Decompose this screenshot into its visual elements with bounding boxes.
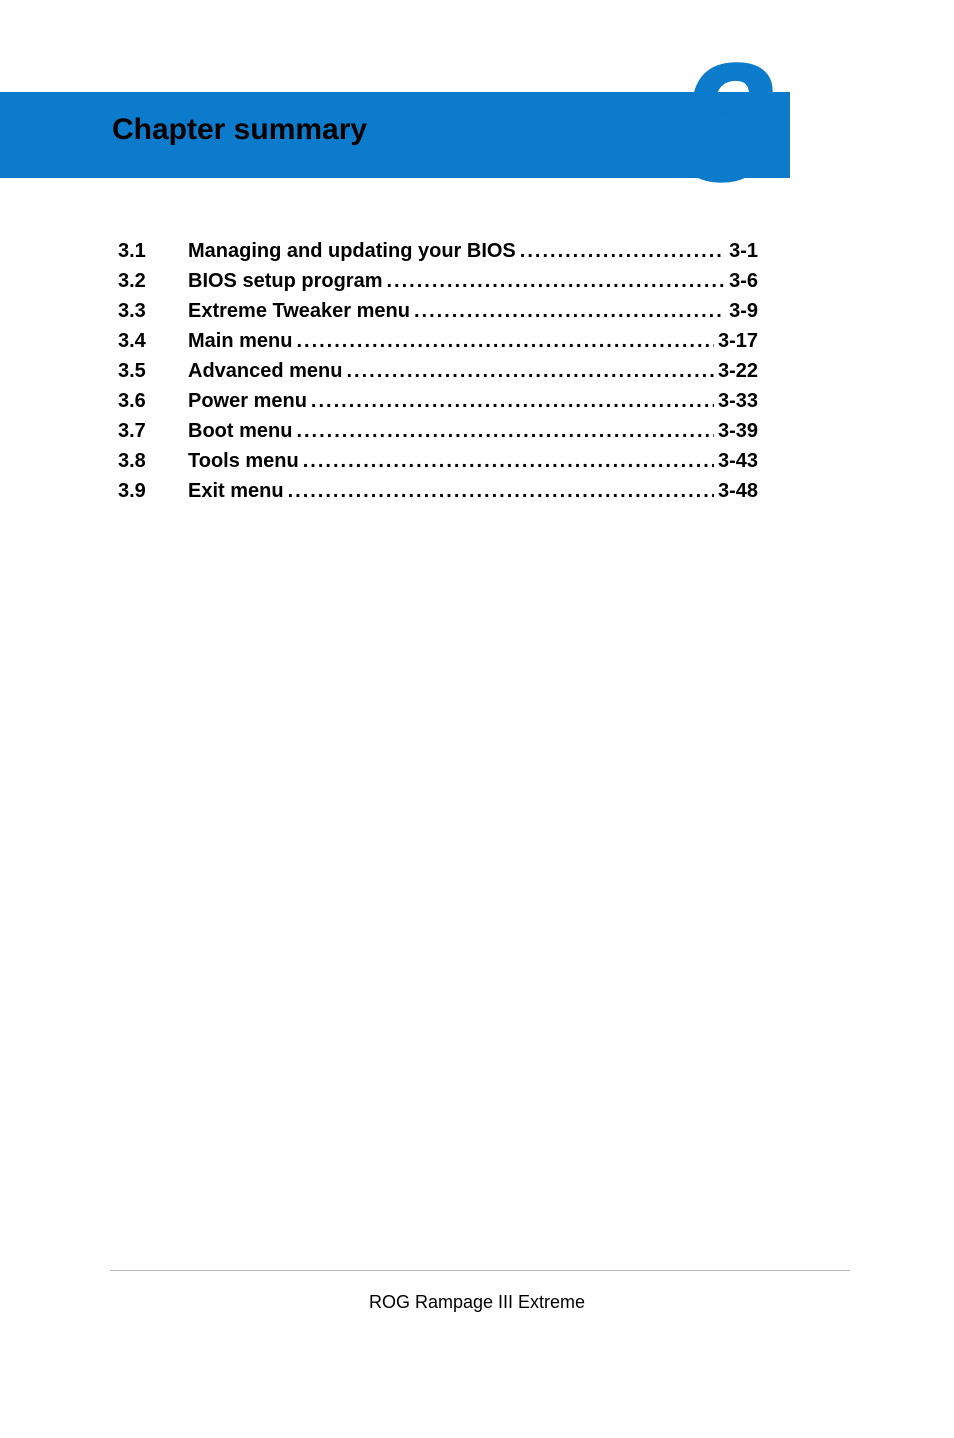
toc-entry-page: 3-6 — [725, 270, 758, 293]
toc-entry-title: Advanced menu — [188, 360, 346, 383]
toc-entry-number: 3.4 — [118, 330, 188, 353]
toc-entry-title: Managing and updating your BIOS — [188, 240, 520, 263]
toc-entry-number: 3.9 — [118, 480, 188, 503]
toc-entry: 3.2 BIOS setup program 3-6 — [118, 270, 758, 293]
toc-entry-title: BIOS setup program — [188, 270, 386, 293]
toc-dot-leader — [520, 240, 725, 263]
toc-entry-number: 3.6 — [118, 390, 188, 413]
toc-entry: 3.9 Exit menu 3-48 — [118, 480, 758, 503]
toc-entry-number: 3.7 — [118, 420, 188, 443]
chapter-number: 3 — [680, 38, 775, 208]
document-page: 3 Chapter summary 3.1 Managing and updat… — [0, 0, 954, 1438]
footer-text: ROG Rampage III Extreme — [0, 1292, 954, 1313]
toc-entry-page: 3-39 — [714, 420, 758, 443]
toc-entry-title: Boot menu — [188, 420, 296, 443]
toc-entry: 3.5 Advanced menu 3-22 — [118, 360, 758, 383]
toc-entry-page: 3-43 — [714, 450, 758, 473]
toc-entry: 3.1 Managing and updating your BIOS 3-1 — [118, 240, 758, 263]
toc-dot-leader — [303, 450, 714, 473]
toc-entry-title: Exit menu — [188, 480, 288, 503]
toc-entry-title: Main menu — [188, 330, 296, 353]
toc-dot-leader — [414, 300, 725, 323]
toc-entry-number: 3.1 — [118, 240, 188, 263]
toc-entry: 3.3 Extreme Tweaker menu 3-9 — [118, 300, 758, 323]
toc-entry-title: Power menu — [188, 390, 311, 413]
toc-entry-page: 3-17 — [714, 330, 758, 353]
toc-entry-page: 3-33 — [714, 390, 758, 413]
toc-entry-page: 3-9 — [725, 300, 758, 323]
toc-dot-leader — [288, 480, 714, 503]
toc-dot-leader — [386, 270, 725, 293]
chapter-title: Chapter summary — [112, 113, 367, 147]
toc-entry: 3.7 Boot menu 3-39 — [118, 420, 758, 443]
toc-entry-title: Tools menu — [188, 450, 303, 473]
toc-entry-number: 3.2 — [118, 270, 188, 293]
footer-divider — [110, 1270, 850, 1271]
toc-entry-number: 3.5 — [118, 360, 188, 383]
toc-dot-leader — [346, 360, 713, 383]
toc-entry-title: Extreme Tweaker menu — [188, 300, 414, 323]
toc-dot-leader — [296, 420, 714, 443]
toc-entry: 3.6 Power menu 3-33 — [118, 390, 758, 413]
toc-entry-page: 3-1 — [725, 240, 758, 263]
table-of-contents: 3.1 Managing and updating your BIOS 3-1 … — [118, 240, 758, 510]
toc-entry-page: 3-22 — [714, 360, 758, 383]
toc-dot-leader — [311, 390, 714, 413]
toc-entry-page: 3-48 — [714, 480, 758, 503]
toc-entry: 3.8 Tools menu 3-43 — [118, 450, 758, 473]
toc-entry-number: 3.3 — [118, 300, 188, 323]
toc-dot-leader — [296, 330, 714, 353]
toc-entry-number: 3.8 — [118, 450, 188, 473]
toc-entry: 3.4 Main menu 3-17 — [118, 330, 758, 353]
